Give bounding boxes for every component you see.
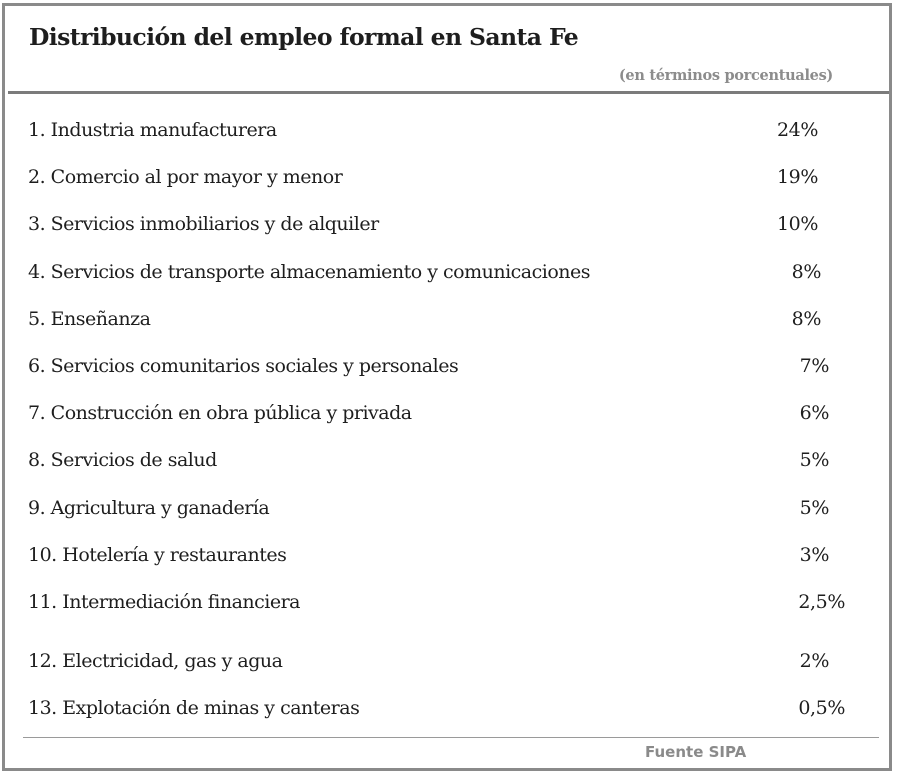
row-value: 6% bbox=[799, 402, 830, 425]
row-label: 4. Servicios de transporte almacenamient… bbox=[28, 260, 591, 283]
row-label: 10. Hotelería y restaurantes bbox=[28, 543, 287, 566]
row-label: 6. Servicios comunitarios sociales y per… bbox=[28, 355, 459, 377]
row-value: 3% bbox=[799, 543, 830, 566]
table-row: 8. Servicios de salud 5% bbox=[5, 449, 889, 479]
row-value: 7% bbox=[799, 355, 830, 377]
row-value: 19% bbox=[776, 166, 818, 189]
row-label: 3. Servicios inmobiliarios y de alquiler bbox=[28, 213, 379, 236]
table-row: 7. Construcción en obra pública y privad… bbox=[5, 402, 889, 432]
chart-title: Distribución del empleo formal en Santa … bbox=[29, 23, 579, 51]
footer-divider bbox=[23, 737, 879, 738]
table-row: 6. Servicios comunitarios sociales y per… bbox=[5, 355, 889, 385]
row-value: 24% bbox=[776, 119, 818, 141]
row-value: 2,5% bbox=[798, 591, 845, 613]
row-value: 5% bbox=[799, 449, 830, 472]
table-row: 1. Industria manufacturera 24% bbox=[5, 119, 889, 149]
chart-frame: Distribución del empleo formal en Santa … bbox=[2, 3, 892, 771]
row-label: 1. Industria manufacturera bbox=[28, 119, 277, 141]
row-label: 8. Servicios de salud bbox=[28, 449, 217, 472]
row-label: 11. Intermediación financiera bbox=[28, 591, 301, 613]
row-value: 8% bbox=[791, 260, 822, 283]
row-label: 13. Explotación de minas y canteras bbox=[28, 697, 360, 720]
row-value: 0,5% bbox=[798, 697, 845, 720]
table-row: 3. Servicios inmobiliarios y de alquiler… bbox=[5, 213, 889, 243]
source-note: Fuente SIPA bbox=[645, 743, 747, 761]
table-row: 2. Comercio al por mayor y menor 19% bbox=[5, 166, 889, 196]
header-divider bbox=[8, 91, 889, 94]
table-row: 10. Hotelería y restaurantes 3% bbox=[5, 544, 889, 574]
table-row: 13. Explotación de minas y canteras 0,5% bbox=[5, 697, 889, 727]
table-row: 11. Intermediación financiera 2,5% bbox=[5, 591, 889, 621]
table-row: 4. Servicios de transporte almacenamient… bbox=[5, 261, 889, 291]
row-label: 2. Comercio al por mayor y menor bbox=[28, 166, 343, 189]
chart-subtitle: (en términos porcentuales) bbox=[618, 67, 833, 84]
row-value: 5% bbox=[799, 496, 830, 519]
table-row: 5. Enseñanza 8% bbox=[5, 308, 889, 338]
row-label: 9. Agricultura y ganadería bbox=[28, 496, 270, 519]
row-value: 10% bbox=[776, 213, 818, 236]
table-row: 9. Agricultura y ganadería 5% bbox=[5, 497, 889, 527]
row-label: 5. Enseñanza bbox=[28, 307, 151, 330]
table-row: 12. Electricidad, gas y agua 2% bbox=[5, 650, 889, 680]
row-value: 2% bbox=[799, 650, 830, 673]
row-label: 7. Construcción en obra pública y privad… bbox=[28, 402, 412, 425]
row-value: 8% bbox=[791, 307, 822, 330]
row-label: 12. Electricidad, gas y agua bbox=[28, 650, 283, 673]
